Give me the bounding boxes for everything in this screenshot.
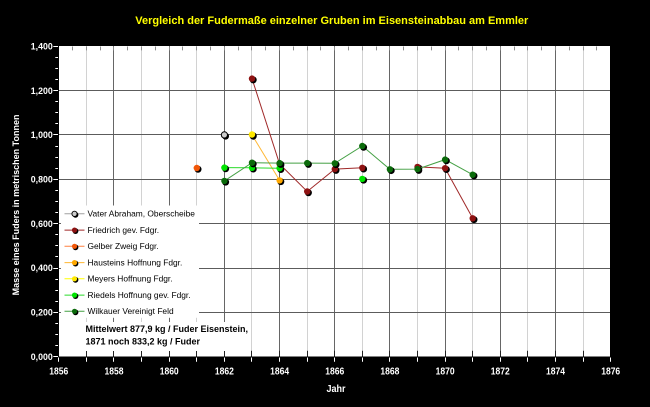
svg-text:Riedels Hoffnung gev. Fdgr.: Riedels Hoffnung gev. Fdgr.: [88, 290, 191, 300]
svg-text:1872: 1872: [491, 367, 510, 378]
svg-text:1874: 1874: [546, 367, 565, 378]
svg-text:1871 noch 833,2 kg / Fuder: 1871 noch 833,2 kg / Fuder: [86, 337, 201, 347]
svg-text:Vater Abraham, Oberscheibe: Vater Abraham, Oberscheibe: [88, 209, 196, 219]
svg-text:0,800: 0,800: [31, 175, 53, 185]
svg-text:1866: 1866: [325, 367, 344, 378]
svg-text:Wilkauer Vereinigt Feld: Wilkauer Vereinigt Feld: [88, 306, 174, 316]
svg-text:0,400: 0,400: [31, 263, 53, 273]
svg-text:1862: 1862: [215, 367, 234, 378]
svg-text:Jahr: Jahr: [327, 384, 346, 395]
svg-text:Gelber Zweig Fdgr.: Gelber Zweig Fdgr.: [88, 241, 159, 251]
svg-text:1856: 1856: [49, 367, 68, 378]
svg-text:Meyers Hoffnung Fdgr.: Meyers Hoffnung Fdgr.: [88, 274, 173, 284]
svg-text:0,200: 0,200: [31, 308, 53, 318]
svg-text:1864: 1864: [270, 367, 289, 378]
svg-text:0,000: 0,000: [31, 352, 53, 362]
svg-text:1870: 1870: [436, 367, 455, 378]
svg-text:0,600: 0,600: [31, 219, 53, 229]
svg-text:1,000: 1,000: [31, 130, 53, 140]
svg-text:1868: 1868: [380, 367, 399, 378]
svg-text:Friedrich gev. Fdgr.: Friedrich gev. Fdgr.: [88, 225, 160, 235]
svg-text:1,400: 1,400: [31, 41, 53, 51]
svg-text:Mittelwert 877,9 kg / Fuder Ei: Mittelwert 877,9 kg / Fuder Eisenstein,: [86, 324, 249, 334]
svg-text:1,200: 1,200: [31, 86, 53, 96]
svg-text:Hausteins Hoffnung Fdgr.: Hausteins Hoffnung Fdgr.: [88, 257, 183, 267]
svg-text:Masse eines Fuders in metrisc: Masse eines Fuders in metrischen Tonnen: [11, 115, 21, 296]
svg-text:Vergleich der Fudermaße einzel: Vergleich der Fudermaße einzelner Gruben…: [135, 15, 529, 27]
svg-text:1858: 1858: [105, 367, 124, 378]
svg-text:1860: 1860: [160, 367, 179, 378]
svg-text:1876: 1876: [601, 367, 620, 378]
